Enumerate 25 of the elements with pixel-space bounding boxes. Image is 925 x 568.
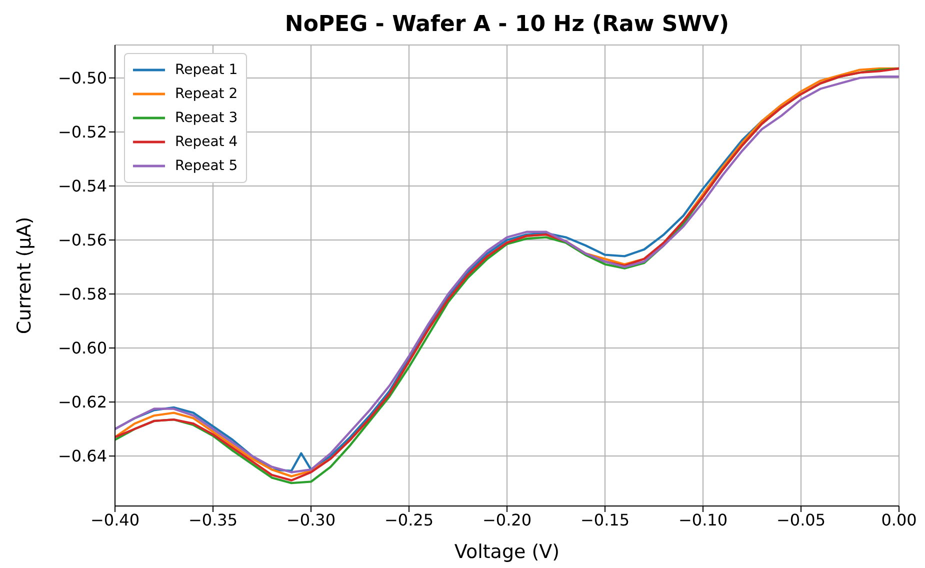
y-tick-label: −0.52 xyxy=(58,122,107,142)
x-tick-label: −0.05 xyxy=(776,510,826,530)
chart-title: NoPEG - Wafer A - 10 Hz (Raw SWV) xyxy=(284,12,730,37)
x-tick-label: −0.40 xyxy=(90,510,140,530)
x-tick-label: −0.30 xyxy=(286,510,336,530)
y-tick-label: −0.64 xyxy=(58,446,107,466)
y-tick-label: −0.54 xyxy=(58,176,107,196)
x-tick-label: −0.35 xyxy=(188,510,238,530)
y-tick-label: −0.62 xyxy=(58,392,107,412)
x-tick-label: −0.25 xyxy=(384,510,434,530)
legend-label: Repeat 3 xyxy=(175,110,238,126)
x-tick-label: −0.15 xyxy=(580,510,630,530)
legend-label: Repeat 2 xyxy=(175,86,238,102)
x-tick-label: −0.10 xyxy=(678,510,728,530)
legend-label: Repeat 1 xyxy=(175,62,238,78)
x-tick-label: −0.20 xyxy=(482,510,532,530)
x-axis-title: Voltage (V) xyxy=(454,541,560,563)
legend-label: Repeat 5 xyxy=(175,158,238,174)
y-axis-title: Current (µA) xyxy=(14,216,36,334)
y-tick-label: −0.50 xyxy=(58,68,107,88)
y-tick-label: −0.58 xyxy=(58,284,107,304)
y-tick-label: −0.56 xyxy=(58,230,107,250)
y-tick-label: −0.60 xyxy=(58,338,107,358)
legend-label: Repeat 4 xyxy=(175,134,238,150)
x-tick-label: 0.00 xyxy=(881,510,917,530)
